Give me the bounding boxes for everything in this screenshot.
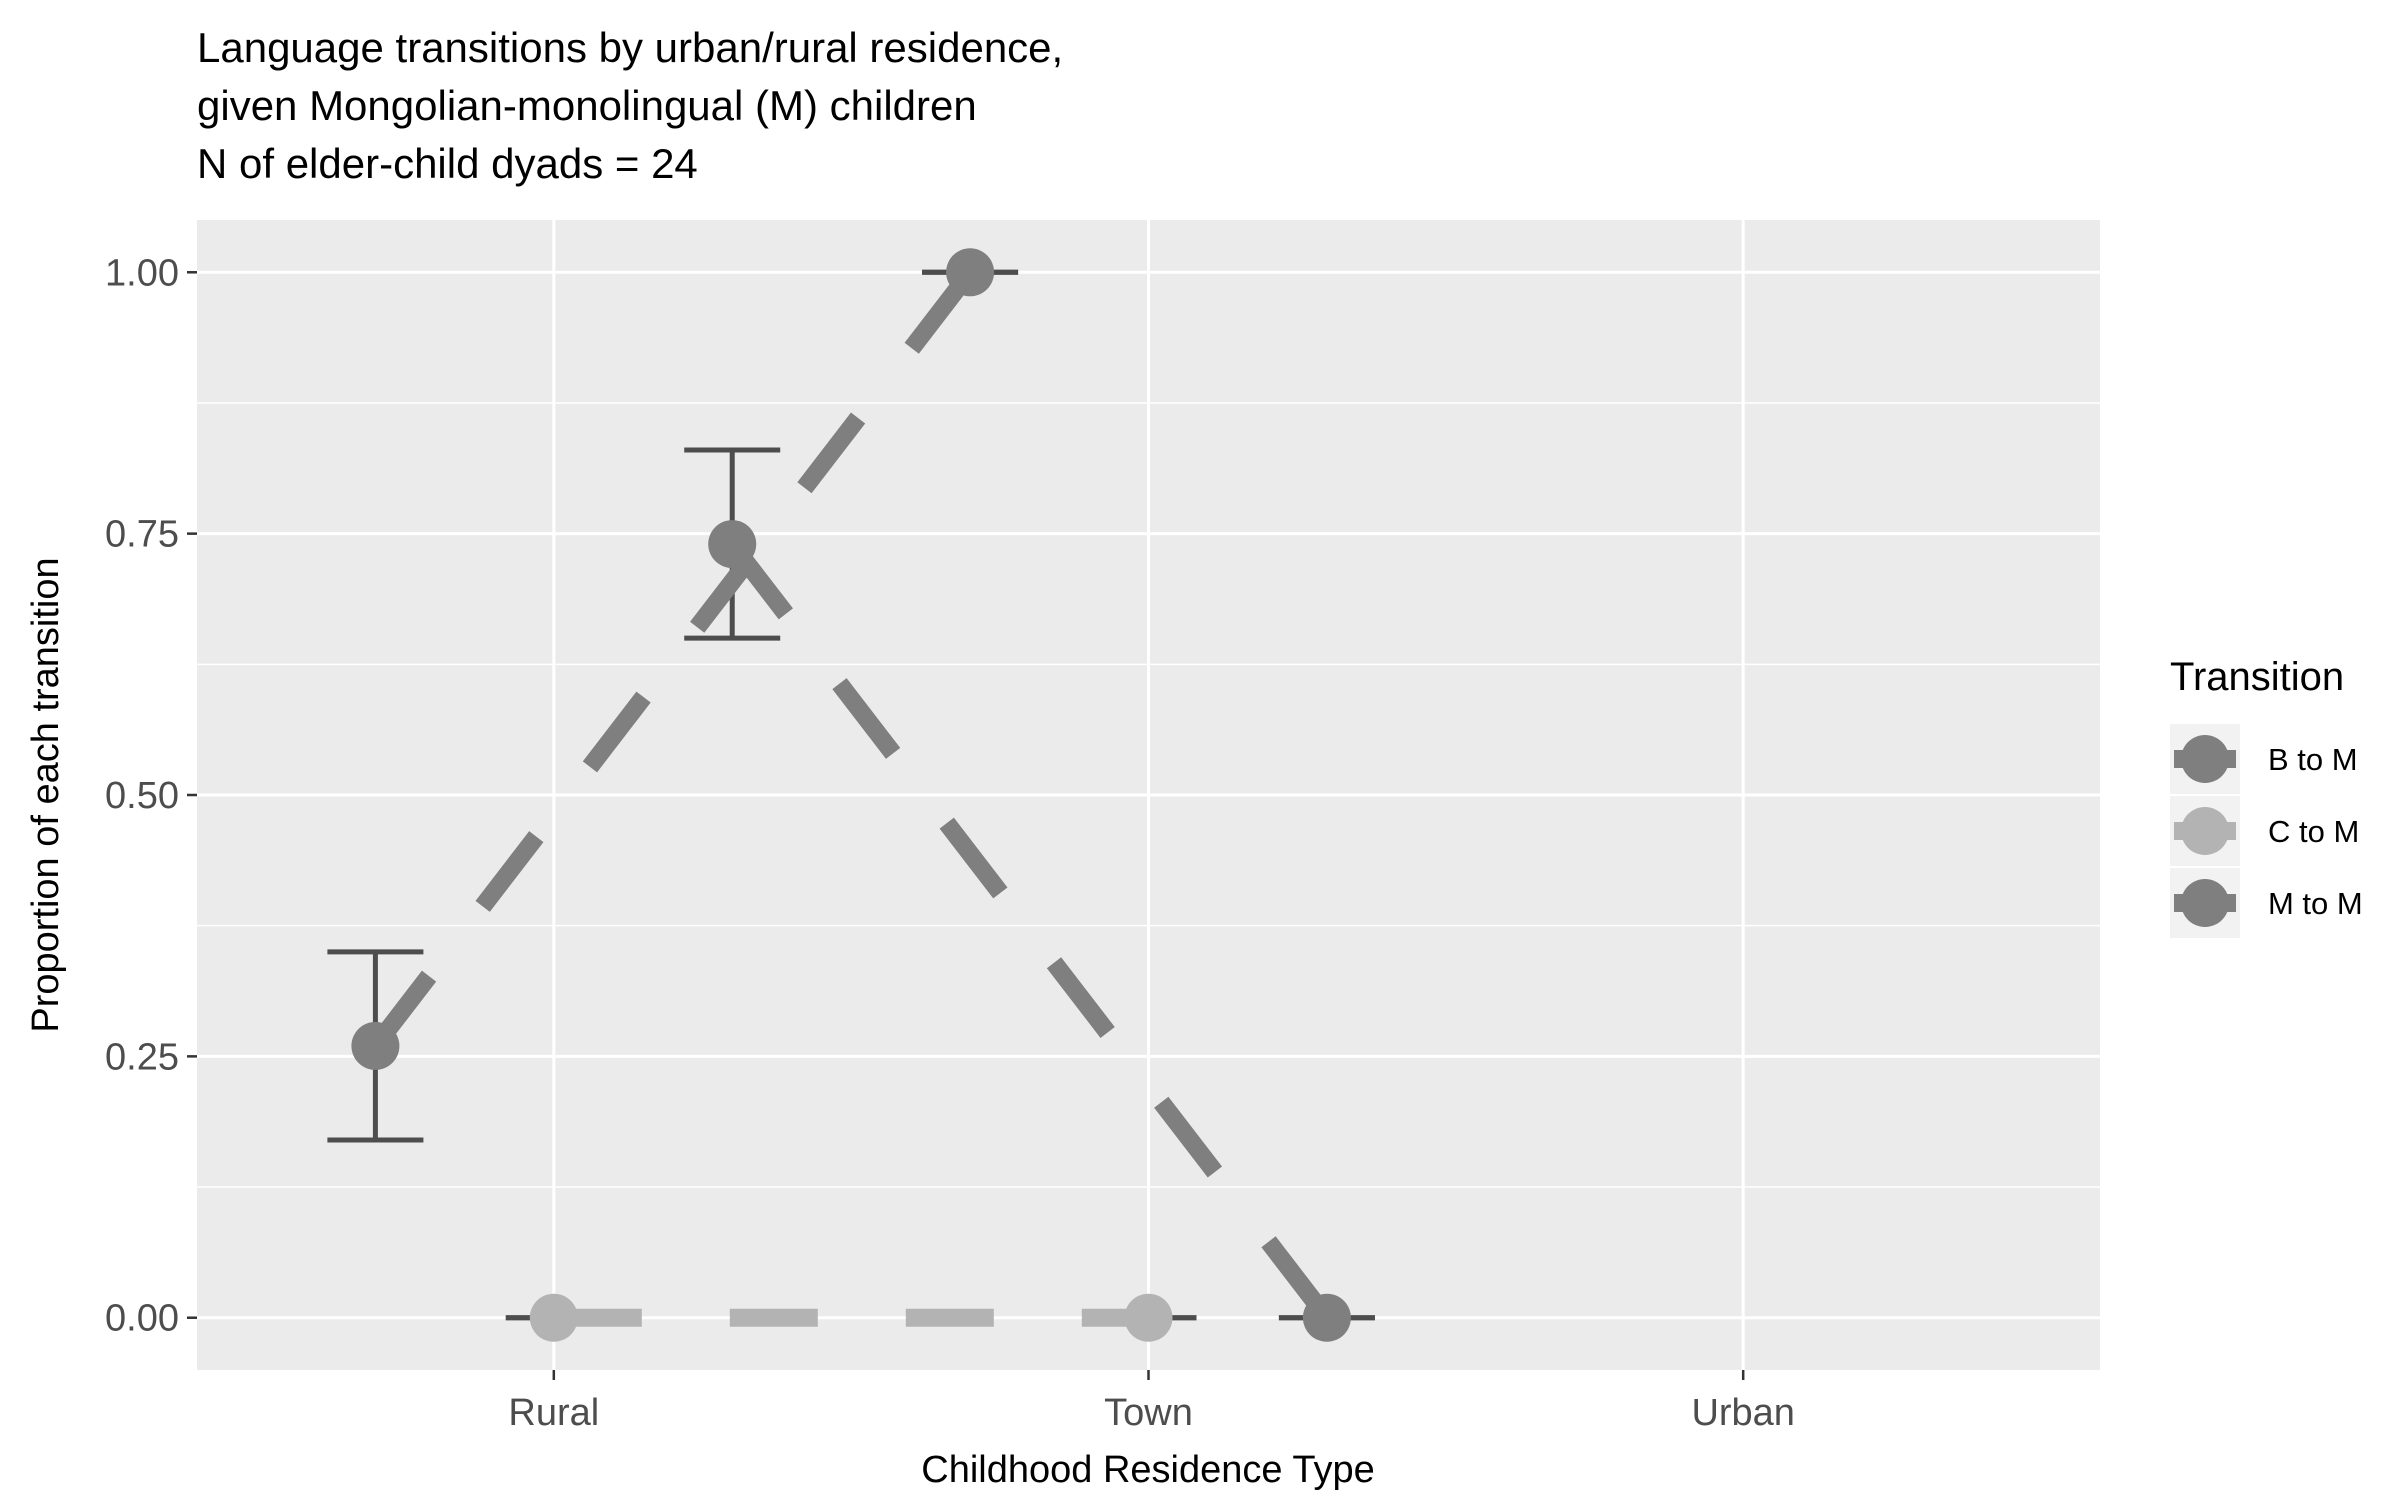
x-axis: Rural Town Urban	[508, 1370, 1795, 1434]
x-axis-title: Childhood Residence Type	[921, 1449, 1375, 1491]
gridlines	[197, 220, 2100, 1370]
y-axis: 0.00 0.25 0.50 0.75 1.00	[105, 252, 197, 1340]
y-tick-label: 0.75	[105, 514, 179, 556]
y-tick-label: 0.25	[105, 1036, 179, 1078]
y-tick-label: 0.00	[105, 1298, 179, 1340]
data-point	[1302, 1293, 1351, 1342]
title-line-3: N of elder-child dyads = 24	[197, 140, 698, 187]
legend-item: M to M	[2170, 868, 2363, 938]
y-axis-title: Proportion of each transition	[25, 557, 67, 1032]
legend-title: Transition	[2170, 655, 2344, 699]
y-tick-label: 1.00	[105, 252, 179, 294]
data-point	[529, 1293, 578, 1342]
data-point	[946, 248, 995, 297]
y-tick-label: 0.50	[105, 775, 179, 817]
data-point	[708, 520, 757, 569]
legend-label: B to M	[2268, 742, 2358, 777]
data-point	[1124, 1293, 1173, 1342]
data-point	[351, 1021, 400, 1070]
x-tick-label: Rural	[508, 1392, 599, 1434]
x-tick-label: Urban	[1691, 1392, 1795, 1434]
title-line-2: given Mongolian-monolingual (M) children	[197, 82, 977, 129]
title-line-1: Language transitions by urban/rural resi…	[197, 24, 1063, 71]
x-tick-label: Town	[1104, 1392, 1193, 1434]
legend-label: C to M	[2268, 814, 2359, 849]
legend-item: C to M	[2170, 796, 2359, 866]
chart-title: Language transitions by urban/rural resi…	[197, 24, 1063, 187]
series-layer	[327, 248, 1375, 1342]
legend-label: M to M	[2268, 886, 2363, 921]
legend: Transition B to M C to M M to M	[2170, 655, 2363, 938]
legend-item: B to M	[2170, 724, 2358, 794]
